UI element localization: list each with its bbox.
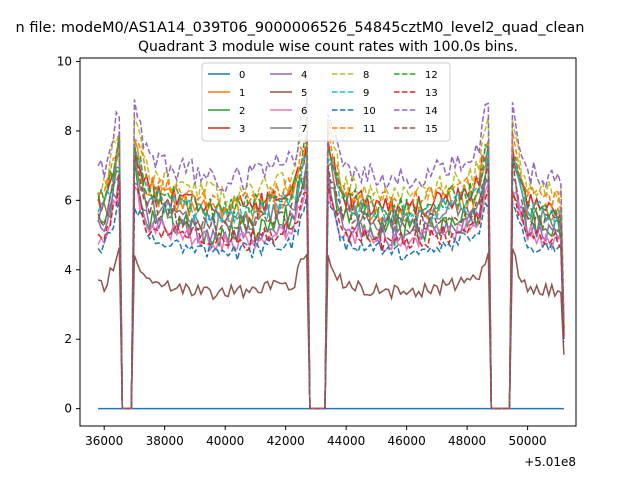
legend-label-5: 5 xyxy=(301,88,307,99)
y-tick-label: 0 xyxy=(64,402,72,416)
legend-label-1: 1 xyxy=(239,88,245,99)
chart-title: Quadrant 3 module wise count rates with … xyxy=(138,39,518,55)
legend-box xyxy=(201,62,451,142)
series-line-14 xyxy=(97,96,565,410)
y-tick-label: 8 xyxy=(64,124,72,138)
x-tick-label: 42000 xyxy=(267,434,305,448)
x-tick-label: 38000 xyxy=(146,434,184,448)
legend-label-11: 11 xyxy=(363,124,376,135)
x-axis: 36000 38000 40000 42000 44000 46000 48000 50000 xyxy=(85,426,547,448)
legend-label-4: 4 xyxy=(301,70,307,81)
series-line-12 xyxy=(97,136,565,410)
series-line-8 xyxy=(97,116,565,410)
legend-label-2: 2 xyxy=(239,106,245,117)
x-tick-label: 46000 xyxy=(388,434,426,448)
axes-frame xyxy=(79,57,577,427)
y-tick-label: 2 xyxy=(64,332,72,346)
series-line-7 xyxy=(97,155,565,410)
legend-label-14: 14 xyxy=(425,106,438,117)
x-tick-label: 44000 xyxy=(327,434,365,448)
series-line-11 xyxy=(97,126,565,410)
legend-label-7: 7 xyxy=(301,124,307,135)
legend-label-12: 12 xyxy=(425,70,438,81)
series-line-13 xyxy=(97,179,565,410)
series-line-15 xyxy=(97,156,565,410)
x-tick-label: 48000 xyxy=(448,434,486,448)
y-tick-label: 10 xyxy=(57,54,72,68)
legend-label-6: 6 xyxy=(301,106,307,117)
y-axis: 0 2 4 6 8 10 xyxy=(57,54,80,416)
legend-label-15: 15 xyxy=(425,124,438,135)
legend-label-10: 10 xyxy=(363,106,376,117)
legend-label-9: 9 xyxy=(363,88,369,99)
legend-label-0: 0 xyxy=(239,70,245,81)
legend-label-8: 8 xyxy=(363,70,369,81)
x-tick-label: 40000 xyxy=(206,434,244,448)
series-layer xyxy=(97,96,565,410)
series-line-1 xyxy=(97,138,565,410)
x-offset-label: +5.01e8 xyxy=(524,455,576,469)
series-line-9 xyxy=(97,141,565,410)
x-tick-label: 36000 xyxy=(85,434,123,448)
legend-label-3: 3 xyxy=(239,124,245,135)
series-line-5 xyxy=(97,247,565,410)
y-tick-label: 4 xyxy=(64,263,72,277)
x-tick-label: 50000 xyxy=(509,434,547,448)
y-tick-label: 6 xyxy=(64,193,72,207)
series-line-10 xyxy=(97,194,565,410)
legend-label-13: 13 xyxy=(425,88,438,99)
chart-suptitle: n file: modeM0/AS1A14_039T06_9000006526_… xyxy=(16,20,585,36)
